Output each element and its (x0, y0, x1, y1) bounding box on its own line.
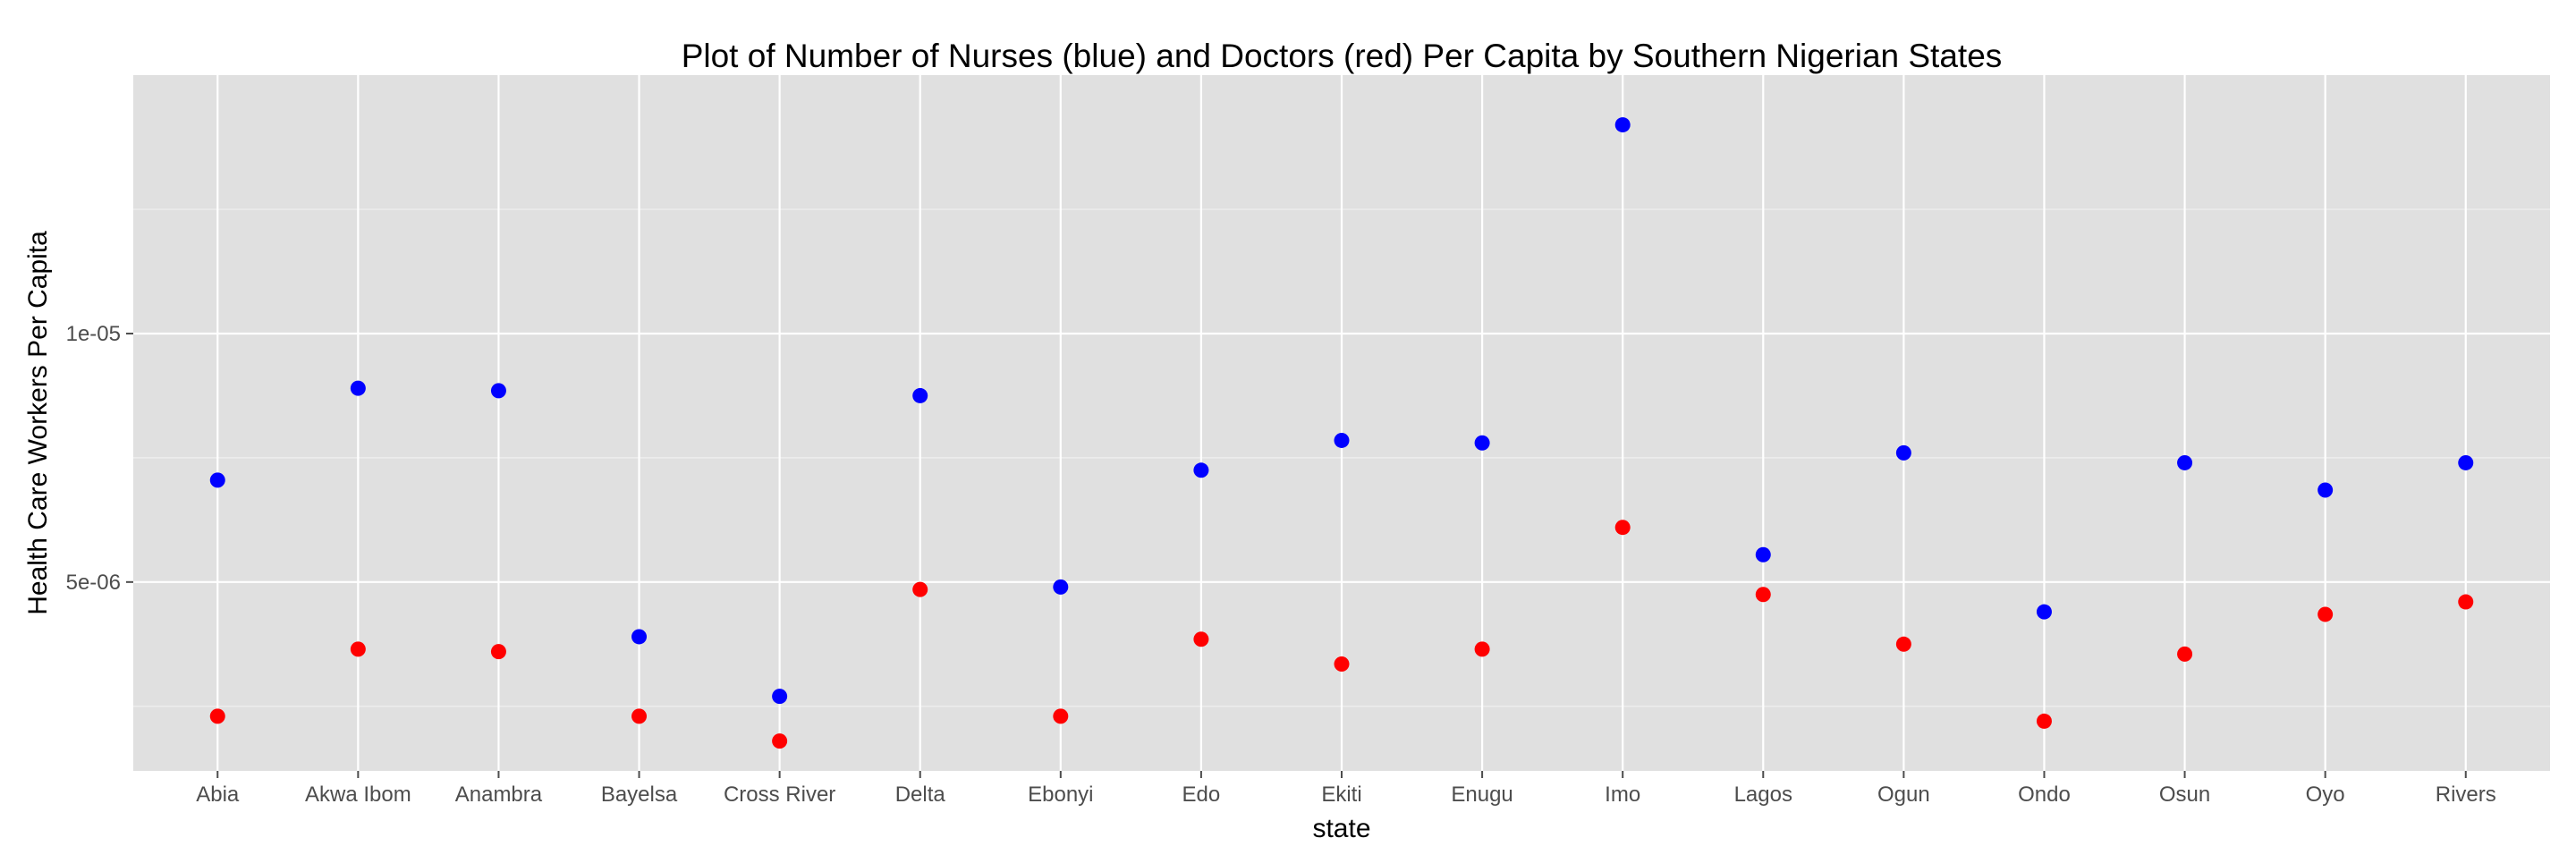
data-point-series-1-anambra (490, 383, 506, 399)
data-point-series-2-lagos (1755, 587, 1771, 603)
data-point-series-2-ebonyi (1053, 708, 1069, 724)
data-point-series-1-ekiti (1334, 432, 1350, 448)
y-axis-ticks: 5e-06 1e-05 (66, 322, 133, 595)
data-point-series-1-abia (209, 472, 225, 488)
x-tick-label: Ogun (1877, 783, 1930, 807)
data-point-series-2-ekiti (1334, 656, 1350, 673)
data-point-series-1-lagos (1755, 546, 1771, 563)
x-tick-label: Anambra (455, 783, 543, 807)
x-tick-label: Abia (196, 783, 240, 807)
x-tick-label: Osun (2159, 783, 2210, 807)
x-tick-label: Ondo (2018, 783, 2071, 807)
data-point-series-1-edo (1193, 462, 1209, 478)
data-point-series-2-ondo (2036, 713, 2052, 729)
data-point-series-2-enugu (1474, 641, 1490, 657)
x-tick-label: Edo (1182, 783, 1221, 807)
data-point-series-2-akwa-ibom (350, 641, 366, 657)
x-tick-label: Enugu (1451, 783, 1513, 807)
x-tick-label: Imo (1605, 783, 1640, 807)
data-points (209, 117, 2474, 749)
x-tick-label: Bayelsa (601, 783, 678, 807)
x-tick-label: Oyo (2306, 783, 2345, 807)
x-axis-ticks: Abia Akwa Ibom Anambra Bayelsa Cross River De… (196, 771, 2496, 807)
data-point-series-1-osun (2177, 454, 2193, 470)
chart-title: Plot of Number of Nurses (blue) and Doct… (682, 38, 2003, 74)
data-point-series-1-rivers (2458, 454, 2474, 470)
x-tick-label: Lagos (1734, 783, 1792, 807)
x-tick-label: Delta (895, 783, 946, 807)
x-tick-label: Rivers (2436, 783, 2496, 807)
x-tick-label: Ebonyi (1028, 783, 1093, 807)
y-tick-label: 1e-05 (66, 322, 121, 346)
x-tick-label: Ekiti (1321, 783, 1361, 807)
data-point-series-1-ogun (1895, 444, 1911, 461)
data-point-series-1-cross-river (772, 689, 788, 705)
data-point-series-1-oyo (2318, 482, 2334, 498)
y-tick-label: 5e-06 (66, 571, 121, 595)
data-point-series-1-ebonyi (1053, 579, 1069, 595)
data-point-series-2-delta (912, 581, 928, 597)
data-point-series-2-rivers (2458, 594, 2474, 610)
x-axis-title: state (1312, 814, 1370, 843)
data-point-series-1-enugu (1474, 435, 1490, 451)
data-point-series-2-imo (1614, 520, 1631, 536)
data-point-series-2-bayelsa (631, 708, 648, 724)
data-point-series-2-anambra (490, 644, 506, 660)
data-point-series-1-akwa-ibom (350, 380, 366, 396)
y-axis-title: Health Care Workers Per Capita (23, 231, 53, 615)
data-point-series-2-abia (209, 708, 225, 724)
data-point-series-1-bayelsa (631, 629, 648, 645)
data-point-series-2-edo (1193, 631, 1209, 647)
data-point-series-1-imo (1614, 117, 1631, 133)
data-point-series-1-delta (912, 387, 928, 403)
data-point-series-2-oyo (2318, 606, 2334, 622)
data-point-series-2-ogun (1895, 636, 1911, 652)
data-point-series-2-cross-river (772, 733, 788, 749)
data-point-series-2-osun (2177, 646, 2193, 662)
x-tick-label: Cross River (724, 783, 835, 807)
data-point-series-1-ondo (2036, 604, 2052, 620)
x-tick-label: Akwa Ibom (305, 783, 411, 807)
